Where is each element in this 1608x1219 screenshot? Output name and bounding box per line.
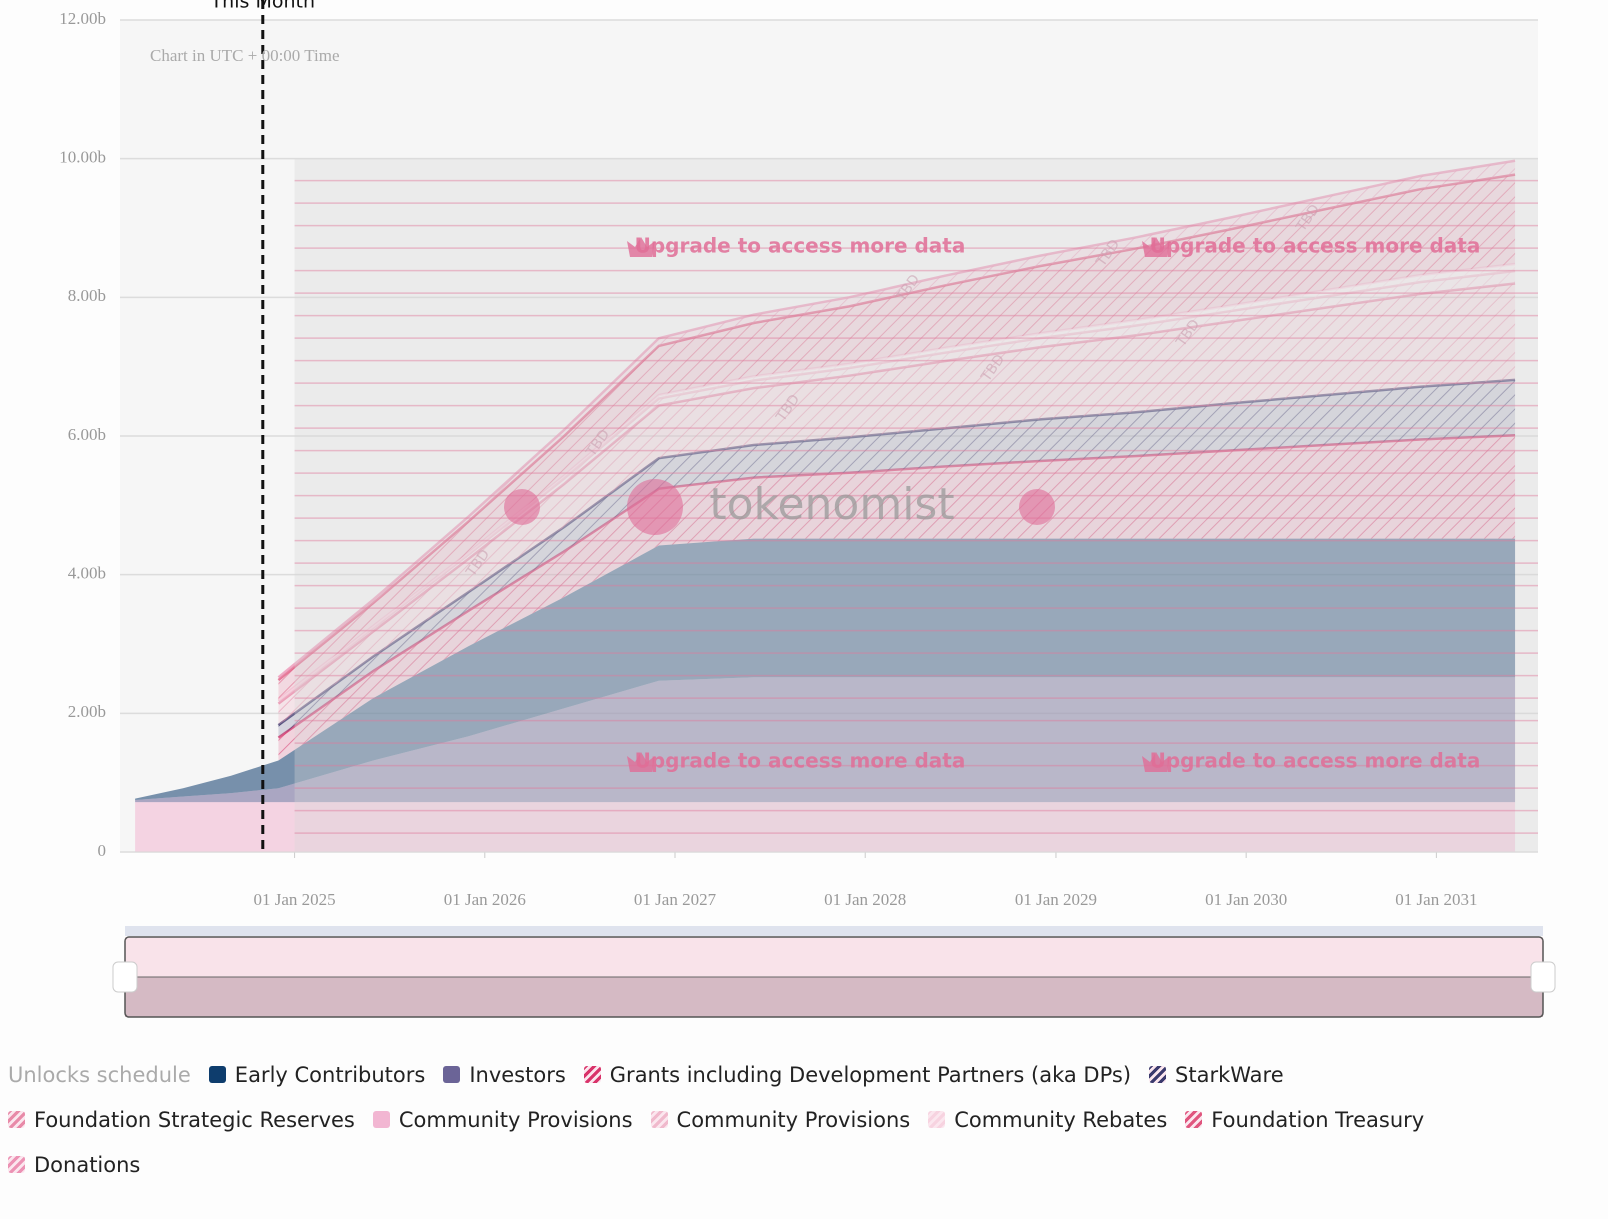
chart: Upgrade to access more data Upgrade to ac…	[59, 0, 1556, 1018]
legend-label: Foundation Treasury	[1211, 1107, 1425, 1132]
area-line	[277, 159, 1516, 679]
y-tick-label: 4.00b	[68, 564, 106, 583]
locked-label: Upgrade to access more data	[1150, 749, 1481, 773]
navigator-bottom	[125, 977, 1543, 1017]
legend-label: Investors	[469, 1062, 566, 1087]
watermark: tokenomist	[709, 479, 954, 530]
legend-item[interactable]: Donations	[8, 1142, 140, 1187]
area	[278, 174, 1516, 700]
locked-label: Upgrade to access more data	[635, 234, 966, 258]
chart-note: Chart in UTC + 00:00 Time	[150, 46, 340, 65]
area	[278, 283, 1516, 726]
area	[278, 379, 1516, 738]
legend: Unlocks schedule Early Contributors Inves…	[8, 1052, 1508, 1187]
x-tick-label: 01 Jan 2030	[1205, 890, 1287, 909]
legend-swatch	[208, 1066, 226, 1083]
y-tick-label: 10.00b	[59, 148, 106, 167]
locked-overlay	[294, 158, 1538, 852]
legend-item[interactable]: StarkWare	[1149, 1052, 1284, 1097]
legend-item[interactable]: Early Contributors	[208, 1052, 426, 1097]
legend-item[interactable]: Community Rebates	[928, 1097, 1167, 1142]
legend-label: Foundation Strategic Reserves	[34, 1107, 355, 1132]
x-tick-label: 01 Jan 2025	[253, 890, 335, 909]
legend-label: Community Provisions	[676, 1107, 911, 1132]
legend-label: Donations	[34, 1152, 141, 1177]
navigator-handle-left[interactable]	[112, 961, 138, 993]
legend-item[interactable]: Foundation Strategic Reserves	[8, 1097, 355, 1142]
x-tick-label: 01 Jan 2028	[824, 890, 906, 909]
y-tick-label: 12.00b	[59, 9, 106, 28]
x-tick-label: 01 Jan 2029	[1015, 890, 1097, 909]
legend-swatch	[372, 1111, 390, 1128]
watermark-logo	[627, 479, 683, 535]
legend-item[interactable]: Grants including Development Partners (a…	[583, 1052, 1132, 1097]
locked-label: Upgrade to access more data	[635, 749, 966, 773]
area	[278, 435, 1516, 761]
crown-icon	[1142, 237, 1170, 257]
legend-swatch	[1149, 1066, 1167, 1083]
legend-label: Community Rebates	[954, 1107, 1168, 1132]
legend-swatch	[928, 1111, 946, 1128]
crown-icon	[627, 237, 655, 257]
navigator-handle-right[interactable]	[1530, 961, 1556, 993]
legend-swatch	[650, 1111, 668, 1128]
y-tick-label: 8.00b	[68, 286, 106, 305]
legend-swatch	[8, 1111, 25, 1128]
watermark-logo	[1019, 489, 1055, 525]
legend-item[interactable]: Community Provisions	[372, 1097, 633, 1142]
x-tick-label: 01 Jan 2031	[1395, 890, 1477, 909]
legend-label: Community Provisions	[398, 1107, 633, 1132]
area	[135, 802, 1516, 852]
x-tick-label: 01 Jan 2026	[444, 890, 526, 909]
area	[135, 677, 1516, 803]
legend-item[interactable]: Foundation Treasury	[1185, 1097, 1424, 1142]
legend-swatch	[8, 1156, 25, 1173]
navigator-top	[125, 937, 1543, 977]
y-tick-label: 0	[98, 841, 107, 860]
x-tick-label: 01 Jan 2027	[634, 890, 717, 909]
locked-label: Upgrade to access more data	[1150, 234, 1481, 258]
legend-item[interactable]: Community Provisions	[650, 1097, 911, 1142]
this-month-label: This Month	[210, 0, 315, 13]
navigator[interactable]	[112, 926, 1556, 1018]
legend-swatch	[443, 1066, 461, 1083]
watermark-logo	[504, 489, 540, 525]
legend-label: Grants including Development Partners (a…	[609, 1062, 1132, 1087]
crown-icon	[627, 752, 655, 772]
area	[135, 538, 1516, 800]
navigator-bar	[125, 926, 1543, 936]
legend-swatch	[1185, 1111, 1203, 1128]
crown-icon	[1142, 752, 1170, 772]
legend-item[interactable]: Investors	[443, 1052, 566, 1097]
legend-label: Early Contributors	[234, 1062, 426, 1087]
legend-swatch	[583, 1066, 601, 1083]
y-tick-label: 2.00b	[68, 702, 106, 721]
y-tick-label: 6.00b	[68, 425, 106, 444]
legend-label: StarkWare	[1175, 1062, 1284, 1087]
legend-title: Unlocks schedule	[8, 1062, 191, 1087]
